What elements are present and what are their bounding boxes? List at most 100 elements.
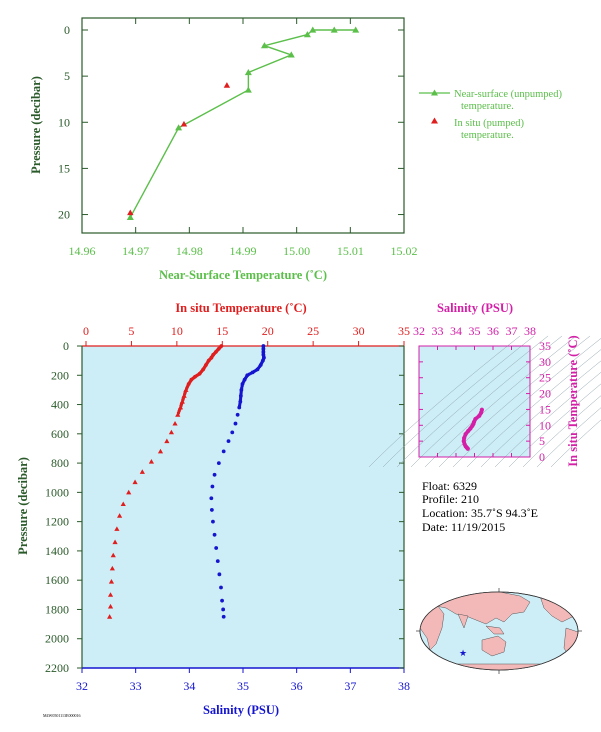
- ts-density-contour: [424, 335, 577, 468]
- float-location-star-icon: ★: [459, 648, 467, 658]
- ts-density-contour: [396, 335, 549, 468]
- temperature-tick-label: 30: [353, 324, 365, 338]
- ts-density-contour: [550, 419, 601, 468]
- pumped-temperature-point: [127, 209, 134, 216]
- temperature-point-fill: [182, 392, 187, 396]
- map-africa: [420, 605, 445, 651]
- pressure-ticks: 0 200 400 600 800 1000 1200 1400 1600 1800 2000 220…: [45, 339, 404, 675]
- ts-density-contour: [410, 335, 563, 468]
- ts-temperature-axis-title: In situ Temperature (˚C): [566, 335, 580, 466]
- ts-density-contour: [480, 360, 601, 468]
- pressure-tick-label: 1200: [45, 515, 69, 529]
- temperature-tick-label: 0: [83, 324, 89, 338]
- pressure-axis-title: Pressure (decibar): [16, 457, 30, 555]
- map-south-america: [563, 627, 578, 659]
- ts-temperature-tick-label: 10: [539, 418, 551, 432]
- pressure-tick-label: 0: [63, 339, 69, 353]
- temperature-point-fill: [202, 366, 206, 370]
- temperature-point: [157, 448, 164, 454]
- salinity-point: [230, 430, 235, 435]
- ts-salinity-tick-label: 37: [506, 324, 518, 338]
- salinity-point: [210, 484, 215, 489]
- temperature-point: [114, 526, 120, 531]
- near-surface-y-tick-label: 15: [58, 161, 70, 175]
- salinity-tick-label: 37: [344, 679, 356, 693]
- temperature-point: [168, 429, 175, 435]
- temperature-point: [109, 565, 115, 571]
- salinity-point: [233, 421, 238, 426]
- ts-temperature-tick-label: 30: [539, 355, 551, 369]
- near-surface-x-tick-label: 15.00: [283, 244, 310, 258]
- profile-chart: 0 5 10 15 20 25 30 35 32 33 34 35 36 37 38 0 200 400 600…: [16, 301, 410, 717]
- temperature-point: [148, 459, 155, 464]
- legend-unpumped-marker: [431, 89, 438, 96]
- temperature-tick-label: 20: [262, 324, 274, 338]
- map-graticule-ticks: [416, 588, 582, 674]
- pressure-tick-label: 2000: [45, 632, 69, 646]
- ts-temperature-tick-label: 15: [539, 402, 551, 416]
- ts-salinity-tick-label: 35: [469, 324, 481, 338]
- near-surface-y-axis-title: Pressure (decibar): [29, 76, 43, 174]
- salinity-point: [212, 532, 217, 537]
- near-surface-plot-frame: [81, 17, 405, 234]
- unpumped-temperature-point: [244, 68, 252, 76]
- salinity-ticks: 32 33 34 35 36 37 38: [76, 668, 410, 693]
- ts-density-contour: [368, 335, 521, 468]
- ts-density-contour: [522, 395, 601, 468]
- salinity-point: [216, 461, 221, 465]
- salinity-point: [217, 572, 222, 577]
- near-surface-y-ticks: 0 5 10 15 20: [58, 23, 404, 222]
- salinity-point: [226, 439, 231, 444]
- temperature-point: [107, 614, 113, 619]
- salinity-point: [220, 598, 224, 603]
- temperature-point: [120, 501, 126, 507]
- pressure-tick-label: 1600: [45, 573, 69, 587]
- temperature-tick-label: 25: [307, 324, 319, 338]
- salinity-point: [212, 472, 217, 477]
- salinity-point: [211, 519, 215, 524]
- temperature-tick-label: 5: [128, 324, 134, 338]
- temperature-point: [112, 539, 118, 545]
- unpumped-temperature-point: [126, 213, 134, 220]
- profile-number-text: Profile: 210: [422, 492, 479, 506]
- temperature-point: [126, 489, 132, 495]
- near-surface-y-tick-label: 10: [58, 115, 70, 129]
- temperature-point: [108, 579, 115, 584]
- world-map: ★: [416, 588, 582, 674]
- ts-density-contour: [438, 335, 591, 468]
- ts-salinity-axis-title: Salinity (PSU): [437, 301, 513, 315]
- salinity-tick-label: 35: [237, 679, 249, 693]
- legend-unpumped-label: Near-surface (unpumped): [454, 89, 562, 100]
- temperature-point-fill: [187, 381, 191, 385]
- salinity-point: [209, 496, 214, 501]
- ts-salinity-ticks: 32 33 34 35 36 37 38: [413, 324, 536, 457]
- unpumped-temperature-point: [244, 86, 252, 93]
- pressure-tick-label: 600: [51, 427, 69, 441]
- map-australia: [481, 635, 507, 657]
- temperature-point: [139, 469, 145, 474]
- ts-salinity-tick-label: 33: [432, 324, 444, 338]
- ts-salinity-tick-label: 32: [413, 324, 425, 338]
- ts-temperature-tick-label: 0: [539, 450, 545, 464]
- temperature-point: [107, 603, 114, 609]
- legend-pumped-label: In situ (pumped): [454, 118, 524, 129]
- ts-salinity-tick-label: 36: [487, 324, 499, 338]
- temperature-point: [107, 592, 114, 597]
- date-text: Date: 11/19/2015: [422, 520, 505, 534]
- temperature-point: [172, 420, 178, 426]
- temperature-point-fill: [176, 411, 181, 415]
- ts-density-contours: [368, 335, 601, 468]
- salinity-point: [221, 614, 226, 619]
- ts-salinity-tick-label: 38: [524, 324, 536, 338]
- salinity-profile: [209, 344, 266, 619]
- salinity-tick-label: 32: [76, 679, 88, 693]
- legend-pumped-marker: [431, 117, 438, 124]
- near-surface-x-tick-label: 15.02: [391, 244, 418, 258]
- unpumped-temperature-point: [287, 51, 295, 58]
- pressure-tick-label: 1400: [45, 544, 69, 558]
- ts-point: [465, 446, 470, 451]
- salinity-point: [221, 607, 226, 612]
- salinity-point: [219, 585, 223, 590]
